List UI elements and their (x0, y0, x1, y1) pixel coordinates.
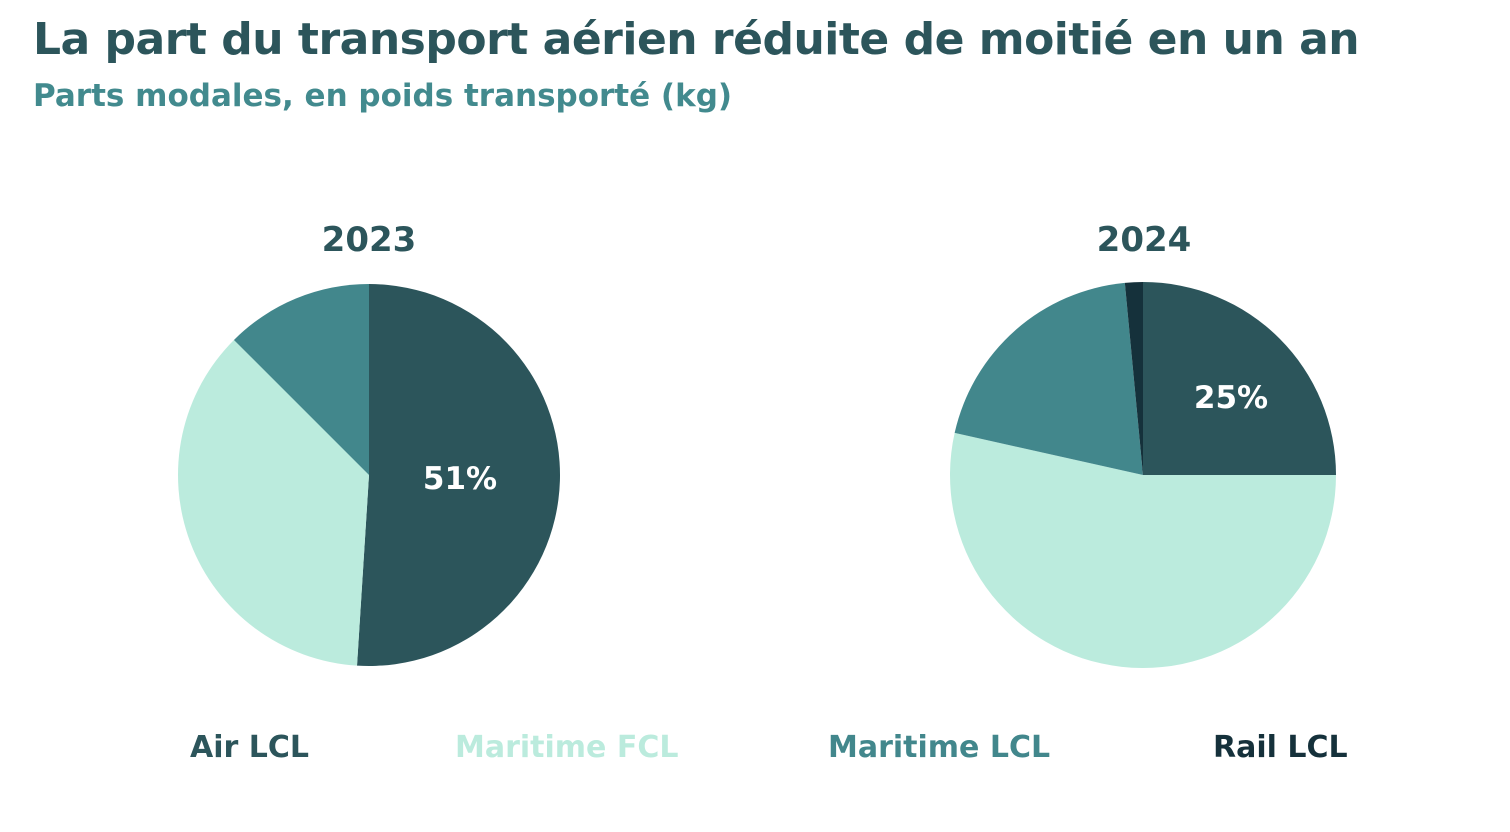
legend-maritime-fcl: Maritime FCL (455, 730, 679, 765)
chart-subtitle: Parts modales, en poids transporté (kg) (33, 78, 733, 114)
data-label-2023: 51% (423, 461, 497, 497)
chart-title: La part du transport aérien réduite de m… (33, 14, 1360, 65)
pie-title-2023: 2023 (321, 220, 417, 260)
pie-slice-2023-maritime-lcl (233, 284, 369, 475)
pie-title-2024: 2024 (1096, 220, 1192, 260)
pie-slice-2024-maritime-fcl (950, 432, 1336, 668)
pie-slice-2024-maritime-lcl (954, 282, 1143, 475)
legend-air-lcl: Air LCL (190, 730, 309, 765)
pie-slice-2023-maritime-fcl (178, 339, 369, 666)
pie-slice-2024-air-lcl (1143, 282, 1336, 475)
pie-slice-2024-rail-lcl (1124, 282, 1143, 475)
legend-maritime-lcl: Maritime LCL (828, 730, 1051, 765)
legend-rail-lcl: Rail LCL (1213, 730, 1348, 765)
data-label-2024: 25% (1194, 380, 1268, 416)
pie-slice-2023-air-lcl (357, 284, 561, 666)
